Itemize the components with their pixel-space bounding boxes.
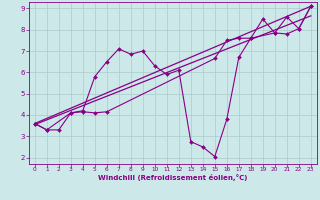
X-axis label: Windchill (Refroidissement éolien,°C): Windchill (Refroidissement éolien,°C) — [98, 174, 247, 181]
